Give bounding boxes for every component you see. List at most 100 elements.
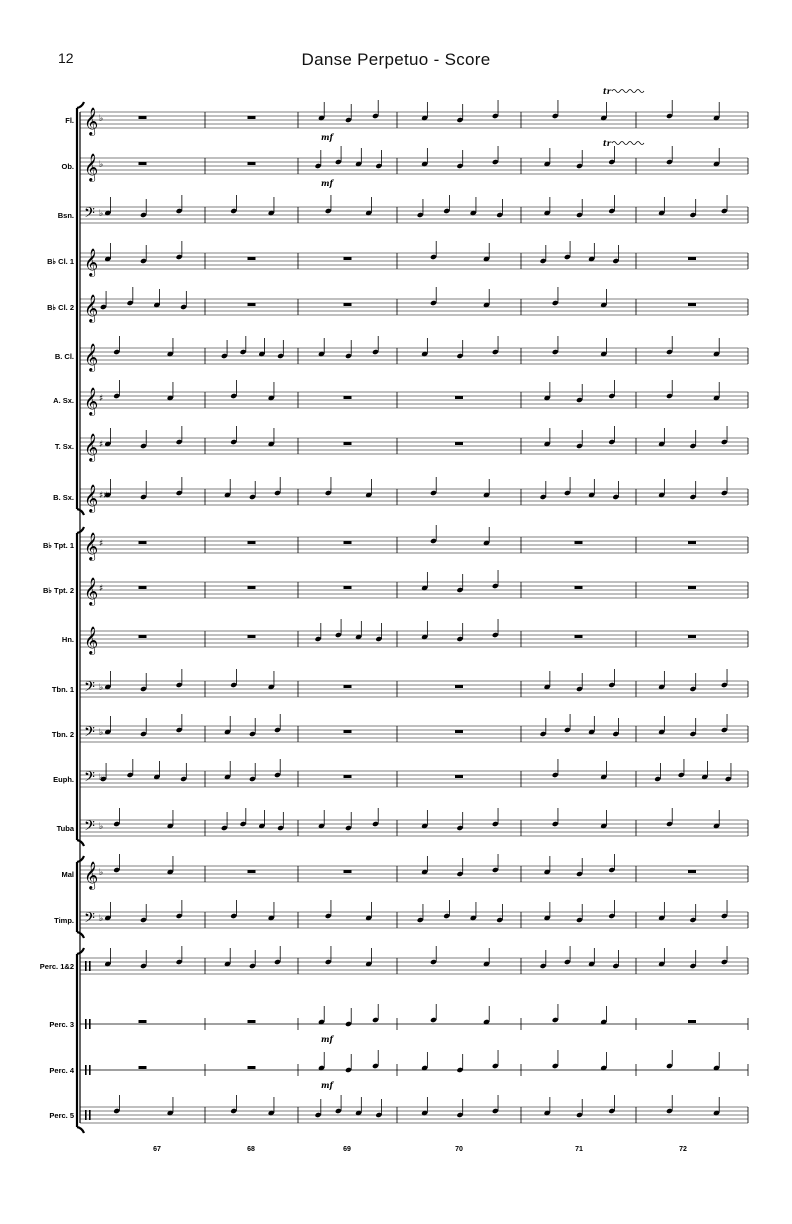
notehead xyxy=(483,961,490,967)
notehead xyxy=(608,439,615,445)
notehead xyxy=(713,115,720,121)
instrument-label: Euph. xyxy=(53,775,74,784)
notehead xyxy=(318,823,325,829)
notehead xyxy=(544,869,551,875)
clef-icon: 𝄞 xyxy=(84,153,98,182)
notehead xyxy=(483,540,490,546)
notehead xyxy=(678,772,685,778)
group-bracket xyxy=(75,526,86,847)
measure-notes xyxy=(104,195,183,218)
notehead xyxy=(721,439,728,445)
notehead xyxy=(713,1110,720,1116)
key-signature: ♭ xyxy=(99,868,103,878)
measure-notes xyxy=(230,195,275,216)
notehead xyxy=(721,959,728,965)
measure-notes xyxy=(113,336,174,357)
notehead xyxy=(666,821,673,827)
notehead xyxy=(612,258,619,264)
notehead xyxy=(104,729,111,735)
notehead xyxy=(375,163,382,169)
whole-rest xyxy=(247,303,256,306)
notehead xyxy=(345,353,352,359)
notehead xyxy=(268,1110,275,1116)
notehead xyxy=(421,351,428,357)
measure-number: 69 xyxy=(343,1146,351,1153)
notehead xyxy=(167,1110,174,1116)
measure-notes xyxy=(552,1004,607,1025)
measure-notes xyxy=(552,336,607,357)
notehead xyxy=(417,212,424,218)
measure-notes xyxy=(318,336,379,359)
dynamic-marking: mf xyxy=(321,1034,334,1044)
instrument-label: Tuba xyxy=(57,824,75,833)
key-signature: ♯ xyxy=(99,394,103,404)
notehead xyxy=(713,395,720,401)
notehead xyxy=(600,1019,607,1025)
notehead xyxy=(277,825,284,831)
clef-icon: 𝄢 xyxy=(84,769,95,789)
measure-notes xyxy=(666,146,720,167)
notehead xyxy=(240,821,247,827)
notehead xyxy=(457,117,463,123)
clef-icon: 𝄢 xyxy=(84,818,95,838)
instrument-label: Hn. xyxy=(62,635,74,644)
clef-icon: 𝄢 xyxy=(84,724,95,744)
measure-notes xyxy=(417,900,503,923)
measure-number: 68 xyxy=(247,1146,255,1153)
group-bracket xyxy=(75,101,86,516)
measure-notes xyxy=(104,900,183,923)
measure-notes xyxy=(224,946,281,969)
notehead xyxy=(690,494,696,500)
notehead xyxy=(600,115,607,121)
key-signature: ♭ xyxy=(99,160,103,170)
measure-notes xyxy=(430,946,490,967)
notehead xyxy=(230,1108,237,1114)
notehead xyxy=(690,731,696,737)
clef-icon: 𝄞 xyxy=(84,248,98,277)
notehead xyxy=(140,917,147,923)
measure-notes xyxy=(421,336,499,359)
notehead xyxy=(224,774,231,780)
notehead xyxy=(176,727,183,733)
measure-notes xyxy=(104,714,183,737)
measure-notes xyxy=(315,619,382,642)
notehead xyxy=(176,682,183,688)
notehead xyxy=(721,727,728,733)
whole-rest xyxy=(247,870,256,873)
notehead xyxy=(421,869,428,875)
instrument-label: A. Sx. xyxy=(53,396,74,405)
measure-notes xyxy=(221,336,284,359)
notehead xyxy=(100,776,107,782)
notehead xyxy=(140,494,147,500)
notehead xyxy=(725,776,732,782)
measure-notes xyxy=(113,380,174,401)
notehead xyxy=(540,731,547,737)
clef-icon: 𝄞 xyxy=(84,626,98,655)
measure-notes xyxy=(552,808,607,829)
notehead xyxy=(666,349,673,355)
measure-notes xyxy=(224,759,281,782)
notehead xyxy=(492,583,499,589)
notehead xyxy=(355,634,362,640)
notehead xyxy=(600,302,607,308)
whole-rest xyxy=(138,541,147,544)
notehead xyxy=(492,821,499,827)
measure-notes xyxy=(666,1095,720,1116)
notehead xyxy=(421,1110,428,1116)
notehead xyxy=(167,823,174,829)
notehead xyxy=(492,867,499,873)
notehead xyxy=(492,632,499,638)
notehead xyxy=(713,823,720,829)
trill-line xyxy=(611,141,645,145)
notehead xyxy=(335,632,342,638)
notehead xyxy=(335,159,342,165)
notehead xyxy=(268,210,275,216)
measure-notes xyxy=(224,714,281,737)
clef-icon: 𝄢 xyxy=(84,679,95,699)
notehead xyxy=(457,871,463,877)
whole-rest xyxy=(343,685,352,688)
measure-notes xyxy=(658,946,728,969)
instrument-label: Timp. xyxy=(54,916,74,925)
notehead xyxy=(325,208,332,214)
notehead xyxy=(325,959,332,965)
